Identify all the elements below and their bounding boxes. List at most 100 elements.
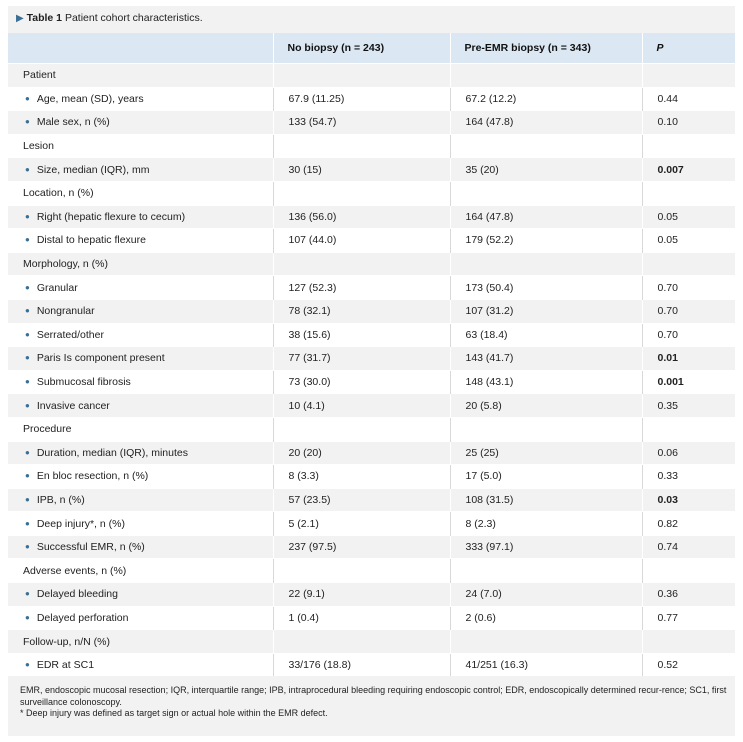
row-label-text: Paris Is component present	[36, 352, 165, 365]
bullet-icon: ●	[25, 542, 30, 552]
p-value: 0.06	[641, 440, 735, 465]
p-value: 0.35	[641, 393, 735, 418]
p-value: 0.77	[641, 605, 735, 630]
row-label-text: Duration, median (IQR), minutes	[36, 446, 188, 459]
p-value: 0.70	[641, 322, 735, 347]
section-row: Patient	[8, 63, 735, 88]
pre-emr-biopsy-value: 67.2 (12.2)	[449, 86, 642, 111]
no-biopsy-value: 57 (23.5)	[272, 487, 450, 512]
empty-cell	[449, 629, 642, 654]
table-row: ● Delayed perforation 1 (0.4) 2 (0.6) 0.77	[8, 605, 735, 630]
table-row: ● Paris Is component present 77 (31.7) 143 …	[8, 346, 735, 371]
p-value: 0.74	[641, 534, 735, 559]
section-row: Procedure	[8, 416, 735, 441]
cohort-table: No biopsy (n = 243) Pre-EMR biopsy (n = …	[8, 33, 735, 677]
row-label-text: Right (hepatic flexure to cecum)	[36, 210, 186, 223]
bullet-icon: ●	[25, 93, 30, 103]
row-label: ● Granular	[8, 275, 273, 300]
empty-cell	[272, 180, 450, 206]
no-biopsy-value: 38 (15.6)	[272, 322, 450, 347]
empty-cell	[449, 180, 642, 206]
section-row: Follow-up, n/N (%)	[8, 629, 735, 654]
bullet-icon: ●	[25, 471, 30, 481]
row-label: ● Size, median (IQR), mm	[8, 157, 273, 182]
no-biopsy-value: 20 (20)	[272, 440, 450, 465]
pre-emr-biopsy-value: 25 (25)	[449, 440, 642, 465]
row-label-text: Granular	[36, 281, 78, 294]
row-label-text: Delayed bleeding	[36, 588, 118, 601]
section-label: Adverse events, n (%)	[8, 558, 273, 583]
no-biopsy-value: 127 (52.3)	[272, 275, 450, 300]
empty-cell	[641, 629, 735, 654]
empty-cell	[449, 133, 642, 158]
table-title: Patient cohort characteristics.	[64, 12, 203, 24]
p-value: 0.52	[641, 652, 735, 677]
pre-emr-biopsy-value: 333 (97.1)	[449, 534, 642, 559]
table-body: Patient ● Age, mean (SD), years 67.9 (11.25…	[8, 63, 735, 677]
empty-cell	[449, 558, 642, 583]
row-label-text: IPB, n (%)	[36, 493, 85, 506]
table-caption: ▶ Table 1 Patient cohort characteristics…	[16, 12, 203, 24]
no-biopsy-value: 5 (2.1)	[272, 511, 450, 536]
bullet-icon: ●	[25, 353, 30, 363]
pre-emr-biopsy-value: 63 (18.4)	[449, 322, 642, 347]
table-row: ● Serrated/other 38 (15.6) 63 (18.4) 0.70	[8, 322, 735, 347]
row-label: ● Duration, median (IQR), minutes	[8, 440, 273, 465]
p-value: 0.82	[641, 511, 735, 536]
empty-cell	[641, 251, 735, 276]
bullet-icon: ●	[25, 589, 30, 599]
row-label: ● Male sex, n (%)	[8, 110, 273, 135]
no-biopsy-value: 237 (97.5)	[272, 534, 450, 559]
empty-cell	[641, 63, 735, 88]
row-label-text: Submucosal fibrosis	[36, 376, 131, 389]
row-label: ● IPB, n (%)	[8, 487, 273, 512]
section-row: Lesion	[8, 133, 735, 158]
bullet-icon: ●	[25, 377, 30, 387]
table-row: ● Male sex, n (%) 133 (54.7) 164 (47.8) 0.10	[8, 110, 735, 135]
p-value: 0.001	[641, 369, 735, 394]
table-row: ● Deep injury*, n (%) 5 (2.1) 8 (2.3) 0.82	[8, 511, 735, 536]
empty-cell	[449, 416, 642, 441]
row-label-text: Serrated/other	[36, 328, 104, 341]
pre-emr-biopsy-value: 108 (31.5)	[449, 487, 642, 512]
table-label: Table 1	[26, 12, 63, 24]
p-value: 0.70	[641, 298, 735, 324]
no-biopsy-value: 1 (0.4)	[272, 605, 450, 630]
p-value: 0.007	[641, 157, 735, 182]
header-p-value: P	[641, 33, 735, 64]
p-value: 0.05	[641, 204, 735, 229]
row-label-text: Deep injury*, n (%)	[36, 517, 125, 530]
pre-emr-biopsy-value: 148 (43.1)	[449, 369, 642, 394]
table-panel: ▶ Table 1 Patient cohort characteristics…	[8, 6, 735, 736]
pre-emr-biopsy-value: 24 (7.0)	[449, 582, 642, 607]
pre-emr-biopsy-value: 2 (0.6)	[449, 605, 642, 630]
empty-cell	[272, 558, 450, 583]
pre-emr-biopsy-value: 107 (31.2)	[449, 298, 642, 324]
pre-emr-biopsy-value: 20 (5.8)	[449, 393, 642, 418]
header-label	[8, 33, 273, 64]
bullet-icon: ●	[25, 164, 30, 174]
pre-emr-biopsy-value: 17 (5.0)	[449, 464, 642, 489]
empty-cell	[641, 558, 735, 583]
pre-emr-biopsy-value: 173 (50.4)	[449, 275, 642, 300]
row-label: ● Age, mean (SD), years	[8, 86, 273, 111]
empty-cell	[272, 416, 450, 441]
row-label-text: Invasive cancer	[36, 399, 110, 412]
pre-emr-biopsy-value: 164 (47.8)	[449, 204, 642, 229]
no-biopsy-value: 107 (44.0)	[272, 228, 450, 253]
pre-emr-biopsy-value: 164 (47.8)	[449, 110, 642, 135]
row-label: ● Nongranular	[8, 298, 273, 324]
table-row: ● En bloc resection, n (%) 8 (3.3) 17 (5.0)…	[8, 464, 735, 489]
table-row: ● IPB, n (%) 57 (23.5) 108 (31.5) 0.03	[8, 487, 735, 512]
table-row: ● Submucosal fibrosis 73 (30.0) 148 (43.1) 0…	[8, 369, 735, 394]
row-label-text: Age, mean (SD), years	[36, 92, 144, 105]
bullet-icon: ●	[25, 211, 30, 221]
pre-emr-biopsy-value: 179 (52.2)	[449, 228, 642, 253]
no-biopsy-value: 33/176 (18.8)	[272, 652, 450, 677]
bullet-icon: ●	[25, 329, 30, 339]
table-row: ● EDR at SC1 33/176 (18.8) 41/251 (16.3) 0.5…	[8, 652, 735, 677]
table-row: ● Successful EMR, n (%) 237 (97.5) 333 (97.…	[8, 534, 735, 559]
pre-emr-biopsy-value: 41/251 (16.3)	[449, 652, 642, 677]
p-value: 0.44	[641, 86, 735, 111]
p-value: 0.01	[641, 346, 735, 371]
